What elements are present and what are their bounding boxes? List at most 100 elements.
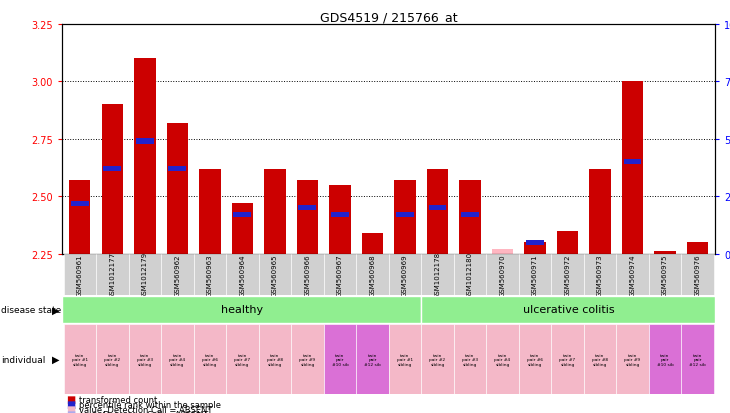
Text: ■: ■ (66, 409, 75, 413)
Bar (551, 254, 584, 295)
Bar (64, 254, 96, 295)
Text: ■: ■ (66, 394, 75, 404)
Text: GSM560961: GSM560961 (77, 254, 83, 296)
Bar (396, 213, 414, 218)
Bar (519, 324, 551, 394)
Bar (616, 324, 649, 394)
Text: twin
pair #6
sibling: twin pair #6 sibling (527, 353, 543, 366)
Bar (492, 249, 513, 254)
Text: GSM560970: GSM560970 (499, 254, 505, 296)
Bar (329, 185, 350, 254)
Text: twin
pair #8
sibling: twin pair #8 sibling (592, 353, 608, 366)
Bar (421, 297, 715, 323)
Text: twin
pair #1
sibling: twin pair #1 sibling (72, 353, 88, 366)
Bar (356, 254, 389, 295)
Text: GSM560969: GSM560969 (402, 254, 408, 296)
Text: twin
pair #7
sibling: twin pair #7 sibling (559, 353, 575, 366)
Bar (69, 180, 91, 254)
Bar (104, 167, 121, 172)
Bar (461, 213, 479, 218)
Text: twin
pair #6
sibling: twin pair #6 sibling (202, 353, 218, 366)
Text: GSM560976: GSM560976 (694, 254, 701, 296)
Text: ■: ■ (66, 399, 75, 409)
Bar (128, 254, 161, 295)
Text: twin
pair #2
sibling: twin pair #2 sibling (429, 353, 445, 366)
Text: twin
pair #3
sibling: twin pair #3 sibling (137, 353, 153, 366)
Bar (199, 169, 220, 254)
Bar (323, 254, 356, 295)
Text: ▶: ▶ (53, 305, 60, 315)
Text: GSM1012177: GSM1012177 (110, 251, 115, 298)
Bar (264, 169, 285, 254)
Bar (519, 254, 551, 295)
Bar (655, 252, 675, 254)
Text: percentile rank within the sample: percentile rank within the sample (79, 400, 221, 409)
Bar (71, 201, 89, 206)
Bar (291, 324, 323, 394)
Text: twin
pair #4
sibling: twin pair #4 sibling (494, 353, 510, 366)
Bar (291, 254, 323, 295)
Bar (64, 324, 96, 394)
Text: rank, Detection Call = ABSENT: rank, Detection Call = ABSENT (79, 410, 208, 413)
Bar (584, 254, 616, 295)
Bar (622, 82, 643, 254)
Bar (459, 180, 480, 254)
Text: value, Detection Call = ABSENT: value, Detection Call = ABSENT (79, 405, 212, 413)
Text: individual: individual (1, 355, 45, 364)
Bar (421, 324, 454, 394)
Text: ulcerative colitis: ulcerative colitis (523, 305, 614, 315)
Text: twin
pair
#10 sib: twin pair #10 sib (331, 353, 348, 366)
Text: GSM1012179: GSM1012179 (142, 251, 148, 298)
Bar (297, 180, 318, 254)
Text: twin
pair #9
sibling: twin pair #9 sibling (624, 353, 640, 366)
Text: GSM1012178: GSM1012178 (434, 251, 440, 298)
Bar (136, 139, 154, 144)
Bar (389, 324, 421, 394)
Bar (96, 324, 128, 394)
Bar (681, 254, 714, 295)
Bar (323, 324, 356, 394)
Bar (681, 324, 714, 394)
Text: twin
pair #2
sibling: twin pair #2 sibling (104, 353, 120, 366)
Text: GSM560965: GSM560965 (272, 254, 278, 296)
Bar (161, 324, 193, 394)
Bar (62, 297, 421, 323)
Text: healthy: healthy (220, 305, 263, 315)
Title: GDS4519 / 215766_at: GDS4519 / 215766_at (320, 11, 458, 24)
Bar (486, 324, 519, 394)
Bar (394, 180, 415, 254)
Bar (356, 324, 389, 394)
Bar (193, 324, 226, 394)
Bar (454, 254, 486, 295)
Bar (134, 59, 155, 254)
Bar (232, 204, 253, 254)
Bar (623, 160, 642, 165)
Bar (687, 242, 708, 254)
Bar (226, 254, 258, 295)
Bar (331, 213, 349, 218)
Bar (584, 324, 616, 394)
Text: GSM560972: GSM560972 (564, 254, 571, 296)
Text: GSM560967: GSM560967 (337, 254, 343, 296)
Bar (649, 254, 681, 295)
Bar (649, 324, 681, 394)
Text: transformed count: transformed count (79, 395, 157, 404)
Bar (167, 123, 188, 254)
Text: GSM560975: GSM560975 (662, 254, 668, 296)
Text: twin
pair #3
sibling: twin pair #3 sibling (462, 353, 478, 366)
Bar (161, 254, 193, 295)
Bar (226, 324, 258, 394)
Bar (128, 324, 161, 394)
Bar (551, 324, 584, 394)
Bar (427, 169, 448, 254)
Text: disease state: disease state (1, 305, 61, 314)
Text: twin
pair
#12 sib: twin pair #12 sib (364, 353, 381, 366)
Bar (454, 324, 486, 394)
Text: GSM560964: GSM560964 (239, 254, 245, 296)
Bar (96, 254, 128, 295)
Text: twin
pair
#10 sib: twin pair #10 sib (657, 353, 673, 366)
Text: GSM560973: GSM560973 (597, 254, 603, 296)
Text: ▶: ▶ (53, 354, 60, 364)
Bar (299, 206, 316, 211)
Bar (258, 254, 291, 295)
